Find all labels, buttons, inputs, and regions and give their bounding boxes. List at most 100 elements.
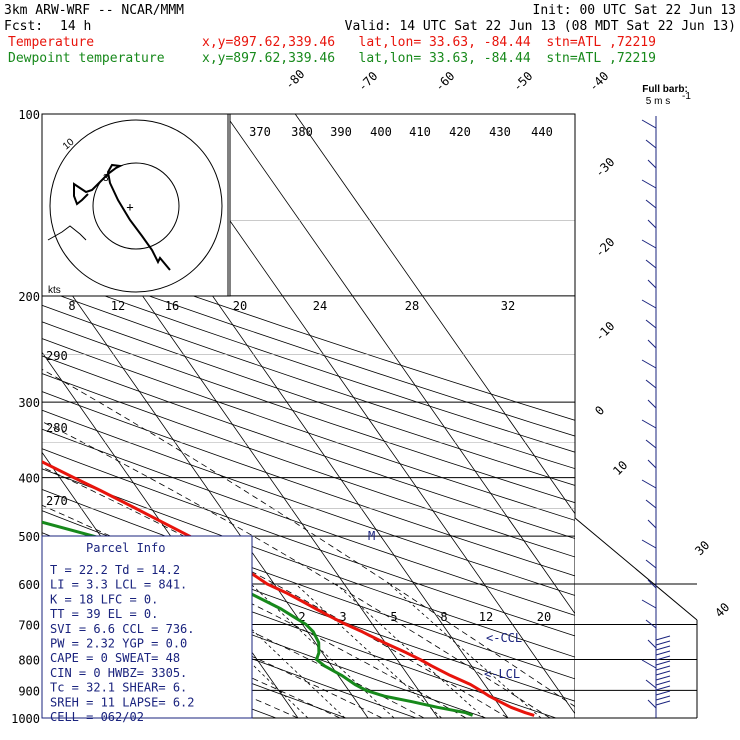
mixing-ratio-label: 8 xyxy=(440,610,447,624)
dry-adiabat xyxy=(42,428,575,616)
temperature-legend-info: x,y=897.62,339.46 lat,lon= 33.63, -84.44… xyxy=(202,35,656,50)
mixing-ratio-label: 24 xyxy=(313,299,327,313)
wind-barb xyxy=(647,579,657,589)
windbarb-legend-title: Full barb: xyxy=(642,84,688,95)
data-series xyxy=(42,460,535,717)
isotherm-label: 40 xyxy=(712,600,732,620)
parcel-info-row: CELL = 062/02 xyxy=(50,710,144,724)
pressure-tick-label: 1000 xyxy=(11,712,40,726)
isotherm-line xyxy=(0,114,18,718)
wind-barb xyxy=(647,459,657,469)
fcst-label: Fcst: xyxy=(4,19,43,34)
mixing-ratio-line xyxy=(389,583,542,718)
parcel-info-row: TT = 39 EL = 0. xyxy=(50,607,158,621)
theta-e-label: 430 xyxy=(489,125,511,139)
parcel-info-row: PW = 2.32 YGP = 0.0 xyxy=(50,637,187,651)
valid-time: Valid: 14 UTC Sat 22 Jun 13 (08 MDT Sat … xyxy=(345,19,736,34)
wind-barb xyxy=(645,319,657,329)
dry-adiabat xyxy=(42,273,575,453)
isotherm-label: 0 xyxy=(592,403,607,418)
wind-barb xyxy=(641,119,657,129)
parcel-info-row: SVI = 6.6 CCL = 736. xyxy=(50,622,195,636)
dry-adiabat xyxy=(42,355,575,539)
wind-barb xyxy=(641,599,657,609)
wind-barb xyxy=(641,239,657,249)
theta-e-label: 400 xyxy=(370,125,392,139)
hodograph-units: kts xyxy=(48,285,61,296)
hodograph-frame xyxy=(41,113,231,297)
parcel-info-row: LI = 3.3 LCL = 841. xyxy=(50,578,187,592)
wind-barb xyxy=(641,479,657,489)
dry-adiabat xyxy=(42,321,575,504)
dewpoint-profile xyxy=(42,520,474,717)
temperature-profile xyxy=(42,460,535,717)
parcel-info-box: Parcel Info T = 22.2 Td = 14.2LI = 3.3 L… xyxy=(41,535,253,724)
wind-barb xyxy=(645,619,657,629)
wind-barb xyxy=(655,640,671,646)
hodograph-level-label: 3 xyxy=(103,173,109,184)
hodograph-lowtrace xyxy=(47,225,87,241)
wind-barb xyxy=(641,179,657,189)
right-extension xyxy=(574,517,698,719)
mixing-ratio-label: 32 xyxy=(501,299,515,313)
wind-barb xyxy=(655,685,671,691)
hodograph-center: + xyxy=(126,200,133,214)
mixing-ratio-label: 2 xyxy=(298,610,305,624)
theta-label: 290 xyxy=(46,349,68,363)
wind-barb xyxy=(655,645,671,651)
moist-adiabat xyxy=(42,466,509,718)
parcel-info-frame xyxy=(41,535,253,719)
parcel-info-row: SREH = 11 LAPSE= 6.2 xyxy=(50,695,195,709)
mixing-ratio-label: 5 xyxy=(390,610,397,624)
wind-barb xyxy=(647,519,657,529)
wind-barb xyxy=(655,655,671,661)
wind-barb xyxy=(647,399,657,409)
mixing-ratio-label: 16 xyxy=(165,299,179,313)
wind-barb xyxy=(641,299,657,309)
dry-adiabat xyxy=(42,602,348,718)
theta-label: 280 xyxy=(46,421,68,435)
moist-adiabat xyxy=(42,587,341,718)
dry-adiabat xyxy=(42,391,575,577)
model-title: 3km ARW-WRF -- NCAR/MMM xyxy=(4,3,184,18)
theta-e-label: 440 xyxy=(531,125,553,139)
parcel-info-title: Parcel Info xyxy=(86,541,165,555)
wind-barb xyxy=(647,159,657,169)
wind-barb xyxy=(655,695,671,701)
dry-adiabat xyxy=(42,257,575,437)
theta-label: 270 xyxy=(46,494,68,508)
windbarb-legend-sup: -1 xyxy=(682,91,691,102)
wind-barb xyxy=(645,679,657,689)
mixing-ratio-label: 20 xyxy=(233,299,247,313)
isotherm-label: -70 xyxy=(355,69,380,94)
wind-barb xyxy=(645,439,657,449)
right-extension-edge xyxy=(574,517,698,621)
dry-adiabat xyxy=(42,288,575,470)
wind-barb xyxy=(655,670,671,676)
isotherm-label: -10 xyxy=(592,319,617,344)
wind-barb xyxy=(655,680,671,686)
pressure-tick-label: 200 xyxy=(18,290,40,304)
wind-barb xyxy=(645,199,657,209)
parcel-info-row: Tc = 32.1 SHEAR= 6. xyxy=(50,681,187,695)
wind-barb xyxy=(641,359,657,369)
pressure-tick-label: 300 xyxy=(18,396,40,410)
wind-barb xyxy=(655,675,671,681)
wind-barb xyxy=(655,650,671,656)
mixing-ratio-label: 8 xyxy=(68,299,75,313)
isotherm-line xyxy=(224,114,575,615)
dry-adiabat xyxy=(42,409,575,596)
wind-barb xyxy=(645,499,657,509)
dry-adiabat xyxy=(42,488,575,680)
wind-barb xyxy=(641,659,657,669)
theta-e-label: 380 xyxy=(291,125,313,139)
dewpoint-legend-label: Dewpoint temperature xyxy=(8,51,165,66)
pressure-tick-label: 800 xyxy=(18,653,40,667)
isotherm-label: -80 xyxy=(282,67,307,92)
dry-adiabat xyxy=(42,338,575,521)
isotherm-label: -30 xyxy=(592,155,617,180)
pressure-tick-label: 700 xyxy=(18,618,40,632)
lcl-annotation: <-LCL xyxy=(484,667,520,681)
isotherm-label: -40 xyxy=(586,69,611,94)
